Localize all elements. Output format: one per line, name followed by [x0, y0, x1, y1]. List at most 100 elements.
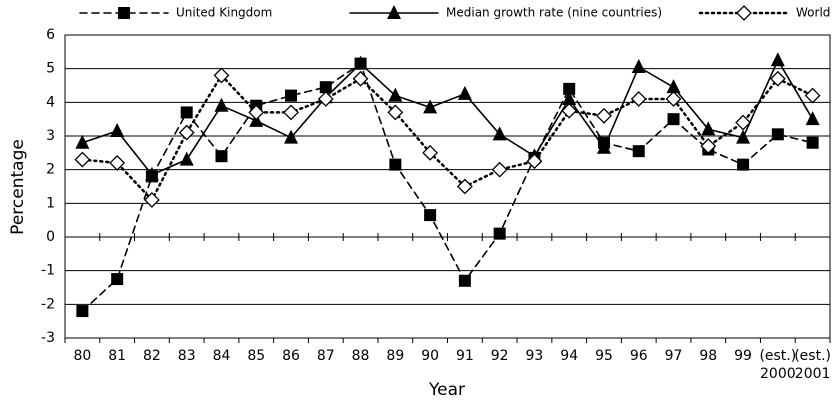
- x-tick-label: 85: [247, 348, 265, 364]
- data-point: [110, 122, 125, 137]
- plot-frame: [64, 34, 831, 339]
- data-point: [804, 87, 821, 104]
- data-point: [493, 227, 506, 240]
- data-point: [215, 150, 228, 163]
- x-tick-label: 99: [734, 348, 752, 364]
- x-tick-label: 97: [665, 348, 683, 364]
- data-point: [285, 89, 298, 102]
- data-point: [422, 144, 439, 161]
- x-tick-label: 88: [352, 348, 370, 364]
- y-axis-label: Percentage: [8, 139, 28, 235]
- data-point: [214, 97, 229, 112]
- data-point: [630, 91, 647, 107]
- data-point: [456, 178, 473, 195]
- legend-label: United Kingdom: [176, 6, 272, 20]
- x-tick-label: 96: [630, 348, 648, 364]
- y-tick-label: 2: [46, 162, 55, 178]
- data-point: [178, 124, 195, 141]
- data-point: [805, 111, 820, 126]
- data-point: [561, 102, 578, 119]
- data-point: [769, 70, 786, 87]
- legend-marker: [118, 7, 130, 19]
- series-line: [81, 73, 814, 203]
- x-tick-label: 91: [456, 348, 474, 364]
- data-point: [563, 82, 576, 95]
- y-tick-label: 5: [46, 61, 55, 77]
- legend-marker: [736, 5, 752, 21]
- data-point: [283, 104, 299, 121]
- data-point: [526, 153, 543, 170]
- data-point: [76, 305, 89, 318]
- data-point: [387, 104, 404, 121]
- data-point: [700, 138, 717, 155]
- data-point: [457, 85, 472, 100]
- x-tick-label: (est.) 2001: [794, 348, 831, 382]
- data-point: [631, 58, 646, 73]
- data-point: [491, 161, 508, 178]
- data-point: [458, 274, 471, 287]
- x-tick-label: 93: [526, 348, 544, 364]
- x-tick-label: 89: [386, 348, 404, 364]
- data-point: [665, 91, 682, 107]
- data-point: [352, 70, 369, 87]
- data-point: [735, 114, 751, 131]
- legend-marker: [387, 5, 401, 19]
- x-tick-label: 95: [595, 348, 613, 364]
- series-line: [81, 62, 814, 312]
- y-tick-label: 0: [46, 229, 55, 245]
- data-point: [770, 52, 785, 67]
- data-point: [248, 104, 265, 121]
- data-point: [701, 121, 716, 136]
- x-tick-label: 82: [143, 348, 161, 364]
- y-tick-label: -1: [41, 263, 55, 279]
- data-point: [492, 126, 507, 141]
- x-tick-label: 80: [73, 348, 91, 364]
- x-tick-label: 92: [491, 348, 509, 364]
- y-tick-label: -3: [41, 330, 55, 346]
- data-point: [74, 151, 91, 168]
- data-point: [109, 155, 126, 171]
- data-point: [737, 158, 750, 171]
- data-point: [75, 134, 90, 149]
- data-point: [389, 158, 402, 171]
- data-point: [424, 209, 437, 222]
- y-tick-label: 3: [46, 128, 55, 144]
- legend-label: Median growth rate (nine countries): [446, 6, 662, 20]
- data-point: [111, 273, 124, 286]
- data-point: [423, 99, 438, 114]
- y-tick-label: 1: [46, 195, 55, 211]
- data-point: [144, 192, 160, 208]
- data-point: [319, 81, 332, 94]
- data-point: [667, 113, 680, 126]
- data-point: [806, 136, 819, 149]
- data-point: [353, 55, 368, 70]
- data-point: [179, 151, 194, 166]
- data-point: [562, 90, 577, 105]
- legend-label: World: [796, 6, 830, 20]
- x-tick-label: 98: [699, 348, 717, 364]
- data-point: [284, 129, 299, 144]
- data-point: [144, 166, 159, 181]
- series-line: [81, 58, 814, 176]
- x-tick-label: 94: [560, 348, 578, 364]
- x-tick-label: (est.) 2000: [759, 348, 796, 382]
- y-tick-label: 6: [46, 27, 55, 43]
- data-point: [771, 128, 784, 141]
- data-point: [596, 107, 612, 124]
- data-point: [632, 145, 645, 158]
- x-axis-label: Year: [428, 380, 465, 400]
- y-tick-label: -2: [41, 296, 55, 312]
- x-tick-label: 90: [421, 348, 439, 364]
- data-point: [388, 87, 403, 102]
- x-tick-label: 84: [213, 348, 231, 364]
- x-tick-label: 87: [317, 348, 335, 364]
- data-point: [666, 79, 681, 94]
- data-point: [596, 139, 611, 154]
- x-tick-label: 83: [178, 348, 196, 364]
- data-point: [736, 129, 751, 144]
- x-tick-label: 86: [282, 348, 300, 364]
- x-tick-label: 81: [108, 348, 126, 364]
- data-point: [213, 67, 230, 84]
- data-point: [180, 106, 193, 119]
